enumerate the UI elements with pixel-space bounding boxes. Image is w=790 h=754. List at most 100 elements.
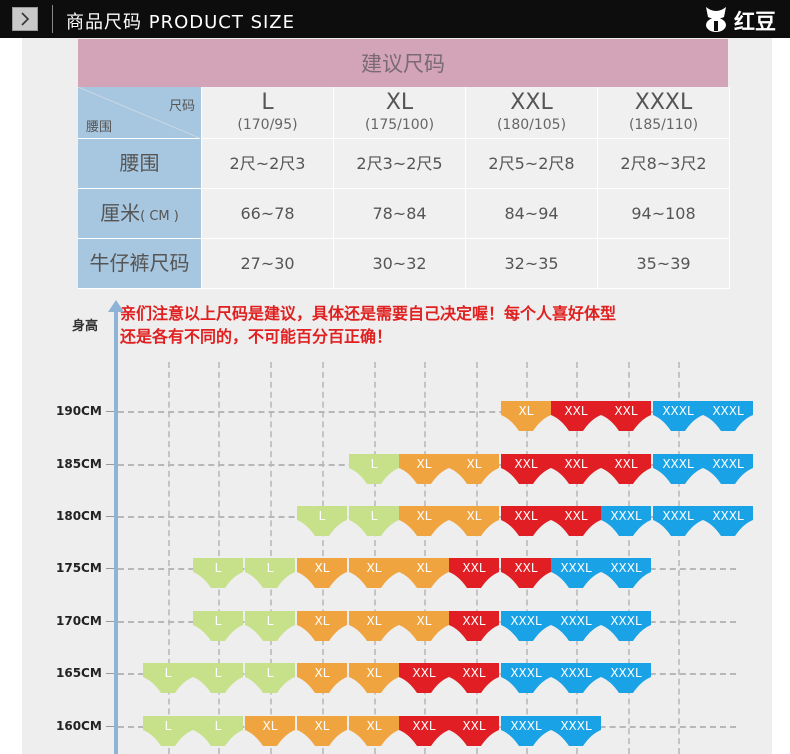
briefs-icon [143, 663, 193, 693]
briefs-icon [297, 558, 347, 588]
size-badge-xxl: XXL [551, 454, 601, 488]
size-badge-label: XXXL [662, 457, 694, 471]
page-title: 商品尺码 PRODUCT SIZE [66, 12, 296, 33]
size-badge-label: L [214, 666, 222, 680]
briefs-icon [297, 611, 347, 641]
size-badge-l: L [193, 611, 243, 645]
size-badge-label: L [266, 561, 274, 575]
expand-button[interactable] [12, 7, 38, 31]
briefs-icon [143, 716, 193, 746]
size-badge-label: XXL [514, 457, 538, 471]
size-badge-label: XXXL [560, 561, 592, 575]
notice-line-2: 还是各有不同的，不可能百分百正确！ [120, 327, 393, 346]
size-range: (185/110) [628, 117, 699, 133]
size-badge-l: L [143, 663, 193, 697]
briefs-icon [703, 506, 753, 536]
y-axis-tick [106, 516, 114, 517]
table-cell: 2尺5~2尺8 [466, 139, 598, 189]
briefs-icon [349, 506, 399, 536]
size-badge-label: XXXL [560, 614, 592, 628]
size-badge-xxxl: XXXL [653, 401, 703, 435]
table-cell-value: 35~39 [636, 254, 691, 273]
height-label: 170CM [56, 614, 102, 628]
size-badge-xl: XL [349, 716, 399, 750]
size-badge-xxl: XXL [449, 663, 499, 697]
y-axis-tick [106, 411, 114, 412]
size-badge-label: XXL [462, 666, 486, 680]
briefs-icon [399, 611, 449, 641]
size-badge-xxl: XXL [601, 454, 651, 488]
briefs-icon [501, 401, 551, 431]
size-badge-label: XXXL [510, 719, 542, 733]
y-axis-arrow [108, 300, 124, 312]
size-badge-label: XL [416, 509, 432, 523]
briefs-icon [551, 401, 601, 431]
size-badge-xxxl: XXXL [601, 663, 651, 697]
height-label: 180CM [56, 509, 102, 523]
size-badge-label: L [318, 509, 326, 523]
size-badge-label: XXXL [610, 509, 642, 523]
row-header-label: 牛仔裤尺码 [89, 251, 190, 275]
table-cell-value: 2尺8~3尺2 [620, 154, 707, 173]
size-badge-label: XXXL [712, 404, 744, 418]
y-axis-tick [106, 673, 114, 674]
briefs-icon [297, 716, 347, 746]
briefs-icon [193, 716, 243, 746]
briefs-icon [349, 716, 399, 746]
briefs-icon [449, 663, 499, 693]
size-badge-l: L [245, 663, 295, 697]
size-badge-xxl: XXL [601, 401, 651, 435]
size-badge-label: XL [466, 457, 482, 471]
briefs-icon [399, 454, 449, 484]
height-label: 190CM [56, 404, 102, 418]
corner-diagonal [78, 87, 202, 139]
corner-label-waist: 腰围 [86, 120, 113, 135]
size-badge-l: L [143, 716, 193, 750]
briefs-icon [601, 401, 651, 431]
row-header: 腰围 [78, 139, 202, 189]
briefs-icon [449, 558, 499, 588]
size-badge-label: L [370, 457, 378, 471]
briefs-icon [349, 558, 399, 588]
size-badge-label: XXL [514, 509, 538, 523]
size-badge-xxxl: XXXL [551, 611, 601, 645]
size-badge-xxxl: XXXL [653, 454, 703, 488]
size-badge-xl: XL [449, 506, 499, 540]
size-badge-xxxl: XXXL [703, 454, 753, 488]
size-badge-label: XXXL [610, 614, 642, 628]
size-badge-label: XL [366, 666, 382, 680]
size-badge-xxxl: XXXL [601, 558, 651, 592]
briefs-icon [703, 401, 753, 431]
size-code: XXXL [634, 90, 693, 115]
size-badge-xl: XL [349, 558, 399, 592]
chevron-right-icon [21, 12, 30, 26]
size-badge-l: L [349, 506, 399, 540]
size-badge-label: XXXL [662, 404, 694, 418]
briefs-icon [449, 611, 499, 641]
briefs-icon [349, 663, 399, 693]
size-badge-label: L [266, 666, 274, 680]
size-badge-label: XXL [614, 404, 638, 418]
size-badge-label: XL [262, 719, 278, 733]
briefs-icon [501, 611, 551, 641]
size-badge-label: XL [366, 614, 382, 628]
table-cell: 35~39 [598, 239, 730, 289]
table-cell-value: 2尺5~2尺8 [488, 154, 575, 173]
briefs-icon [245, 716, 295, 746]
size-badge-xxxl: XXXL [551, 663, 601, 697]
size-code: XL [385, 90, 414, 115]
size-badge-label: XXL [564, 404, 588, 418]
size-badge-xxxl: XXXL [601, 506, 651, 540]
height-label: 160CM [56, 719, 102, 733]
table-cell: 2尺8~3尺2 [598, 139, 730, 189]
briefs-icon [501, 716, 551, 746]
size-badge-xl: XL [297, 716, 347, 750]
size-badge-label: XXL [514, 561, 538, 575]
size-badge-label: L [214, 561, 222, 575]
size-column-header: XXL (180/105) [466, 87, 598, 139]
y-axis-tick [106, 726, 114, 727]
size-badge-xl: XL [297, 663, 347, 697]
size-badge-label: XL [416, 614, 432, 628]
size-code: L [261, 90, 274, 115]
size-badge-label: XXXL [560, 719, 592, 733]
